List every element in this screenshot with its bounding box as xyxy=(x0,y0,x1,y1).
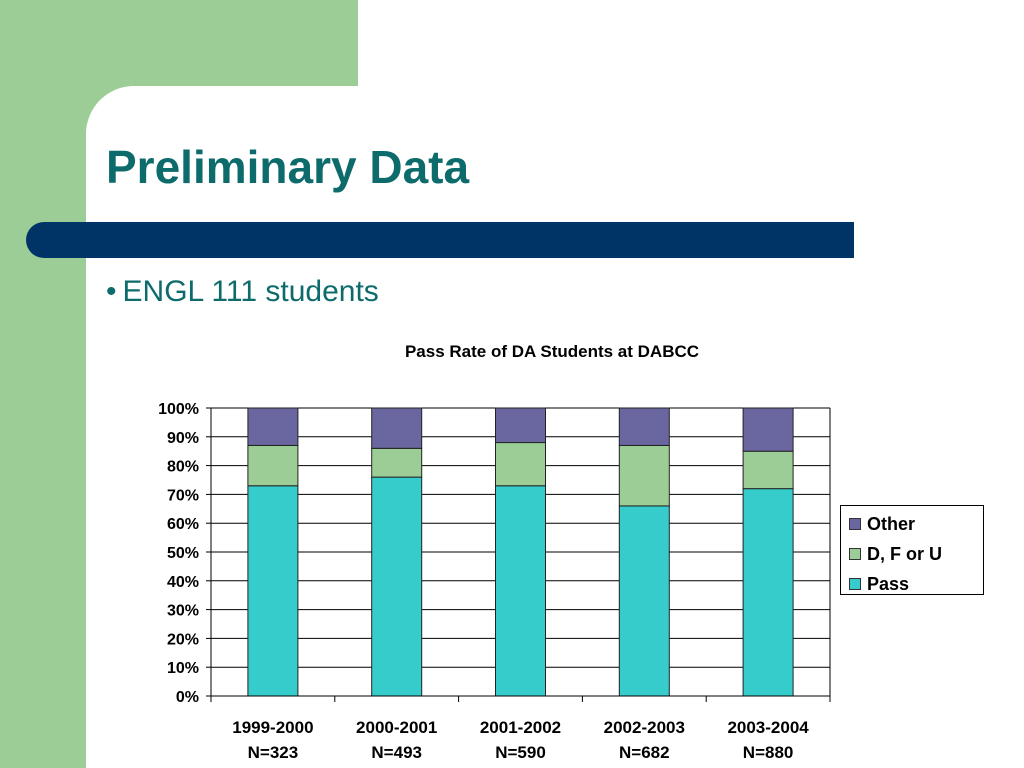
x-tick-label: N=323 xyxy=(248,743,299,762)
slide-title: Preliminary Data xyxy=(106,141,470,193)
chart-legend: Other D, F or U Pass xyxy=(840,505,984,595)
chart-title: Pass Rate of DA Students at DABCC xyxy=(405,342,699,361)
bullet-dot-icon: • xyxy=(106,275,117,308)
legend-item: Other xyxy=(849,514,915,534)
bar-segment xyxy=(618,505,670,697)
bar-segment xyxy=(247,407,299,446)
y-tick-label: 20% xyxy=(167,631,199,648)
bar-segment xyxy=(371,447,423,478)
y-tick-label: 80% xyxy=(167,459,199,476)
legend-label: Other xyxy=(867,513,916,534)
y-tick-label: 40% xyxy=(167,574,199,591)
x-tick-label: 2000-2001 xyxy=(356,718,437,737)
bar-segment xyxy=(742,488,794,697)
title-underline-bar xyxy=(26,222,854,258)
bar-segment xyxy=(742,450,794,490)
bar-segment xyxy=(247,444,299,487)
legend-label: D, F or U xyxy=(867,543,942,564)
bar-segment xyxy=(371,407,423,449)
y-tick-labels: 0% 10% 20% 30% 40% 50% 60% 70% 80% 90% 100% xyxy=(158,401,199,706)
x-tick-label: 2001-2002 xyxy=(480,718,561,737)
x-tick-labels: 1999-2000 N=323 2000-2001 N=493 2001-2002 N=5… xyxy=(232,718,809,762)
bullet-item: • ENGL 111 students xyxy=(106,274,379,310)
x-tick-label: N=880 xyxy=(743,743,794,762)
x-tick-label: 2003-2004 xyxy=(727,718,809,737)
bullet-text: ENGL 111 students xyxy=(122,275,379,308)
y-tick-label: 10% xyxy=(167,660,199,677)
bar-segment xyxy=(495,442,546,487)
x-tick-label: 2002-2003 xyxy=(604,718,685,737)
bar-segment xyxy=(618,444,670,507)
x-tick-label: N=682 xyxy=(619,743,670,762)
bar-segment xyxy=(371,476,423,697)
legend-swatch xyxy=(849,548,861,560)
axes xyxy=(210,408,831,702)
slide-content-panel xyxy=(86,86,1024,768)
legend-item: Pass xyxy=(849,574,909,594)
bar-segment xyxy=(742,407,794,452)
bar-segment xyxy=(495,407,546,444)
y-tick-label: 30% xyxy=(167,603,199,620)
x-tick-label: N=590 xyxy=(495,743,546,762)
legend-swatch xyxy=(849,578,861,590)
bars xyxy=(247,407,794,697)
y-tick-label: 60% xyxy=(167,516,199,533)
bar-segment xyxy=(247,485,299,697)
x-tick-label: 1999-2000 xyxy=(232,718,313,737)
y-tick-label: 50% xyxy=(167,545,199,562)
legend-label: Pass xyxy=(867,573,910,594)
bar-segment xyxy=(495,485,546,697)
y-tick-label: 100% xyxy=(158,401,199,418)
legend-item: D, F or U xyxy=(849,544,942,564)
legend-swatch xyxy=(849,518,861,530)
bar-segment xyxy=(618,407,670,446)
y-tick-label: 90% xyxy=(167,430,199,447)
y-tick-label: 0% xyxy=(176,689,199,706)
x-tick-label: N=493 xyxy=(371,743,422,762)
y-tick-label: 70% xyxy=(167,487,199,504)
